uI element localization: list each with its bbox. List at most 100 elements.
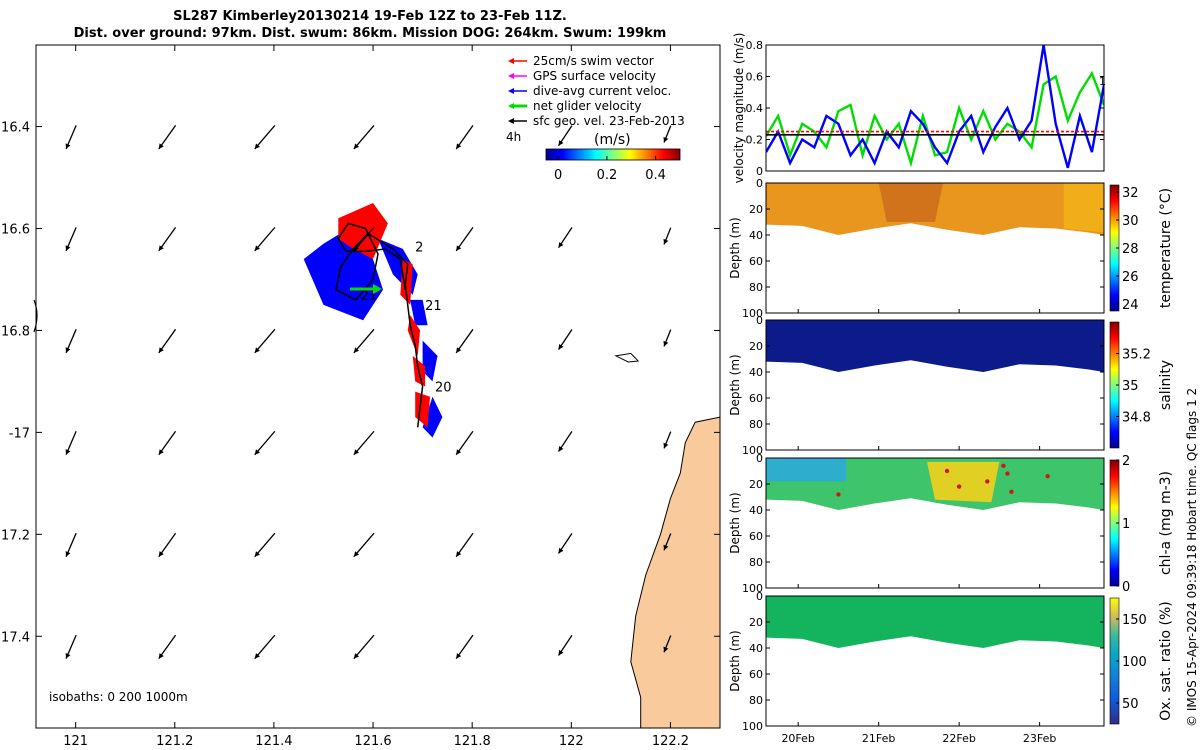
depth-tick-label: 80 xyxy=(749,418,763,431)
depth-tick-label: 40 xyxy=(749,229,763,242)
depth-tick-label: 60 xyxy=(749,530,763,543)
svg-text:net glider velocity: net glider velocity xyxy=(533,99,641,113)
map-axes-box xyxy=(35,44,721,729)
depth-tick-label: 60 xyxy=(749,668,763,681)
map-x-tick-label: 121.6 xyxy=(354,734,391,749)
chlorophyll-ylabel: Depth (m) xyxy=(728,492,742,553)
geo-velocity-arrow xyxy=(65,227,77,252)
legend-entry: 25cm/s swim vector xyxy=(508,54,654,68)
depth-tick-label: 0 xyxy=(756,452,763,465)
geo-velocity-arrow xyxy=(557,125,573,147)
depth-tick-label: 0 xyxy=(756,590,763,603)
geo-velocity-arrow xyxy=(455,430,474,456)
geo-velocity-arrow xyxy=(663,431,672,449)
depth-tick-label: 0 xyxy=(756,177,763,190)
legend-entry: dive-avg current veloc. xyxy=(508,84,671,98)
geo-velocity-arrow xyxy=(65,532,77,557)
map-y-tick-label: 16.6 xyxy=(1,222,30,237)
geo-velocity-arrow xyxy=(557,431,573,452)
swim-vector-fan xyxy=(338,203,388,260)
coastline-land xyxy=(630,416,720,728)
chl-high-patch xyxy=(926,461,1000,503)
geo-velocity-arrow xyxy=(65,430,77,456)
island xyxy=(614,352,640,363)
depth-tick-label: 80 xyxy=(749,694,763,707)
geo-velocity-arrow xyxy=(158,634,177,660)
velocity-ticks: 0 0.2 0.4 0.6 0.8 xyxy=(746,39,1104,178)
chl-low-patch xyxy=(766,458,847,482)
geo-velocity-arrow xyxy=(158,532,177,558)
geo-velocity-arrow xyxy=(353,125,375,150)
legend-entry: net glider velocity xyxy=(508,99,641,113)
copyright-note: © IMOS 15-Apr-2024 09:39:18 Hobart time.… xyxy=(1185,387,1199,727)
geo-velocity-arrow xyxy=(353,634,375,660)
depth-tick-label: 40 xyxy=(749,366,763,379)
time-tick-label: 21Feb xyxy=(862,732,895,745)
depth-tick-label: 20 xyxy=(749,478,763,491)
glider-track xyxy=(335,222,424,428)
map-x-tick-label: 121.4 xyxy=(255,734,292,749)
depth-tick-label: 20 xyxy=(749,616,763,629)
depth-tick-label: 60 xyxy=(749,392,763,405)
svg-text:25cm/s swim vector: 25cm/s swim vector xyxy=(533,54,654,68)
day-label: 20 xyxy=(435,381,452,396)
chlorophyll-colorbar-label: chl-a (mg m-3) xyxy=(1158,471,1174,575)
colorbar-tick-label: 0.4 xyxy=(645,168,666,183)
geo-velocity-arrow xyxy=(353,328,375,354)
geo-velocity-arrow xyxy=(663,635,672,653)
chl-high-sample xyxy=(836,492,841,497)
geo-velocity-arrow xyxy=(254,328,276,354)
velocity-series-line xyxy=(766,70,1104,168)
geo-velocity-arrow xyxy=(353,430,375,456)
velocity-right-marker: 1 xyxy=(1099,75,1106,88)
svg-text:GPS surface velocity: GPS surface velocity xyxy=(533,69,656,83)
day-label: 21 xyxy=(425,299,442,314)
section-panel-oxygen: 0 20 40 60 80 100 20Feb 21Feb 22Feb 23Feb Depth (m… xyxy=(728,590,1174,745)
geo-velocity-arrow xyxy=(65,125,77,150)
chlorophyll-colorbar-tick: 1 xyxy=(1122,517,1130,532)
map-x-tick-label: 122.2 xyxy=(652,734,689,749)
depth-tick-label: 60 xyxy=(749,255,763,268)
geo-velocity-arrow xyxy=(663,227,672,245)
chlorophyll-colorbar-tick: 0 xyxy=(1122,580,1130,595)
geo-velocity-arrow xyxy=(663,533,672,551)
depth-tick-label: 0 xyxy=(756,314,763,327)
chl-high-sample xyxy=(985,479,990,484)
warm-patch xyxy=(878,183,944,222)
speed-colorbar xyxy=(545,148,681,161)
interval-label: 4h xyxy=(506,130,521,144)
temperature-colorbar-tick: 32 xyxy=(1122,186,1139,201)
chl-high-sample xyxy=(1001,463,1006,468)
geo-velocity-arrow xyxy=(254,634,276,660)
swim-vector-fan xyxy=(415,391,430,428)
oxygen-colorbar-label: Ox. sat. ratio (%) xyxy=(1158,601,1174,720)
west-coast-fragment xyxy=(33,299,38,333)
oxygen-colorbar-tick: 150 xyxy=(1122,613,1147,628)
map-x-tick-label: 121 xyxy=(63,734,88,749)
svg-text:sfc geo. vel. 23-Feb-2013: sfc geo. vel. 23-Feb-2013 xyxy=(533,114,685,128)
velocity-y-tick-label: 0.4 xyxy=(746,102,764,115)
cool-patch xyxy=(1063,183,1104,233)
temperature-axes-box xyxy=(765,182,1105,314)
chlorophyll-axes-box xyxy=(765,457,1105,589)
map-x-tick-label: 121.8 xyxy=(454,734,491,749)
geo-velocity-arrow xyxy=(254,430,276,456)
temperature-colorbar-tick: 24 xyxy=(1122,298,1139,313)
legend-entry: sfc geo. vel. 23-Feb-2013 xyxy=(508,114,685,128)
depth-tick-label: 100 xyxy=(742,582,763,595)
geo-velocity-arrow xyxy=(663,125,672,143)
salinity-colorbar-tick: 35 xyxy=(1122,379,1139,394)
salinity-colorbar-tick: 35.2 xyxy=(1122,348,1151,363)
colorbar-units: (m/s) xyxy=(594,132,631,148)
time-tick-label: 22Feb xyxy=(942,732,975,745)
speed-colorbar-ticks: 0 0.2 0.4 xyxy=(554,156,666,183)
figure-title-line-1: SL287 Kimberley20130214 19-Feb 12Z to 23… xyxy=(173,9,567,24)
velocity-y-tick-label: 0 xyxy=(756,165,763,178)
map-x-tick-label: 121.2 xyxy=(156,734,193,749)
velocity-series-line xyxy=(766,45,1104,169)
isobaths-label: isobaths: 0 200 1000m xyxy=(49,690,188,704)
temperature-colorbar-tick: 30 xyxy=(1122,214,1139,229)
legend-entry: GPS surface velocity xyxy=(508,69,656,83)
geo-velocity-arrow xyxy=(254,532,276,558)
figure-title-line-2: Dist. over ground: 97km. Dist. swum: 86k… xyxy=(73,26,667,41)
